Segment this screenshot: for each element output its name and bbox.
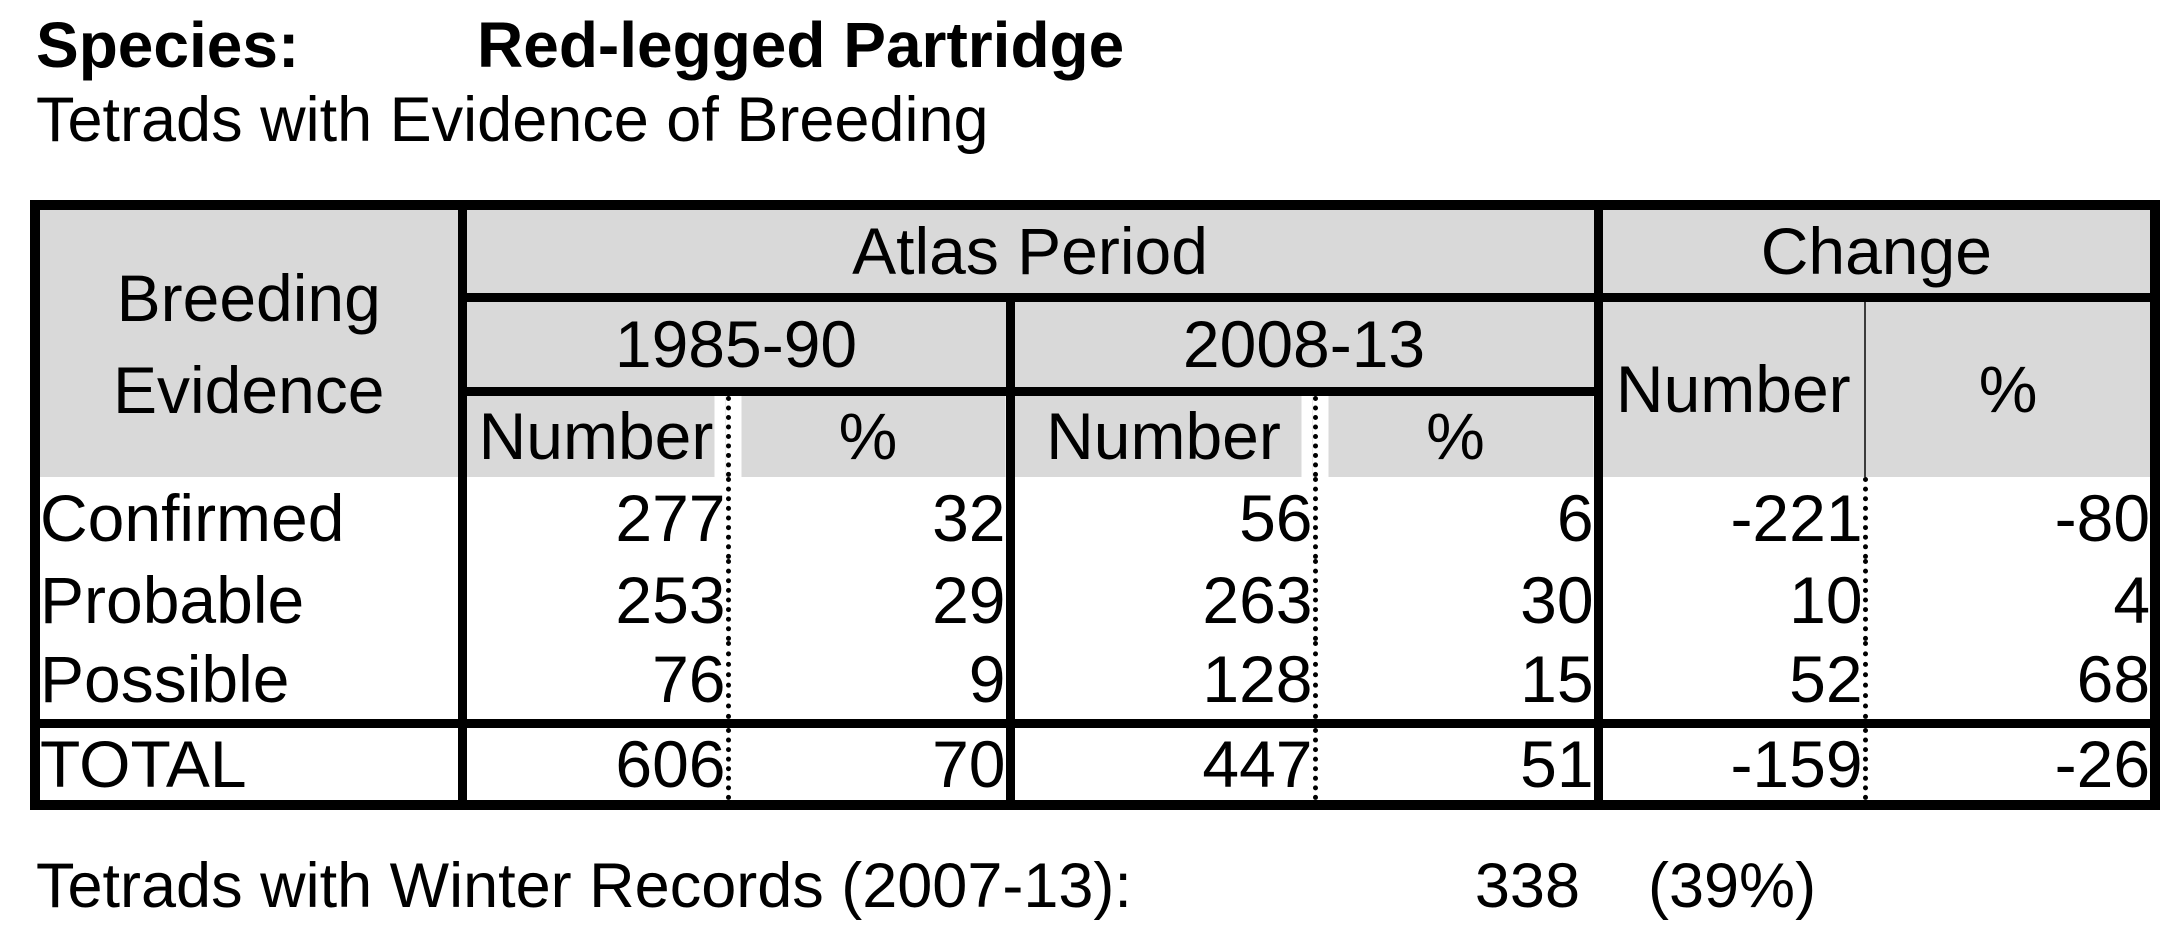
header-p1-number: Number xyxy=(462,391,731,477)
total-cell: 70 xyxy=(728,718,1015,806)
data-cell: 76 xyxy=(462,641,731,723)
table-subtitle: Tetrads with Evidence of Breeding xyxy=(36,85,989,155)
header-period-2008-13: 2008-13 xyxy=(1010,297,1603,396)
data-cell: 6 xyxy=(1315,477,1603,559)
breeding-evidence-table: Breeding Evidence Atlas Period Change 19… xyxy=(30,200,2161,811)
data-cell: 30 xyxy=(1315,559,1603,641)
data-cell: 68 xyxy=(1865,641,2156,723)
row-label: Probable xyxy=(35,559,467,641)
header-change-percent: % xyxy=(1865,297,2156,477)
data-cell: 277 xyxy=(462,477,731,559)
row-label: Possible xyxy=(35,641,467,723)
corner-header-line2: Evidence xyxy=(112,352,385,427)
table-row-probable: Probable 253 29 263 30 10 4 xyxy=(35,559,2156,641)
data-cell: 10 xyxy=(1598,559,1868,641)
header-p2-number: Number xyxy=(1010,391,1318,477)
header-change-number: Number xyxy=(1598,297,1867,477)
total-cell: 606 xyxy=(462,718,731,806)
table-row-total: TOTAL 606 70 447 51 -159 -26 xyxy=(35,718,2156,806)
header-period-1985-90: 1985-90 xyxy=(462,297,1015,396)
data-cell: 56 xyxy=(1010,477,1318,559)
header-change: Change xyxy=(1598,205,2156,302)
total-label: TOTAL xyxy=(35,718,467,806)
data-cell: 4 xyxy=(1865,559,2156,641)
winter-records-percent: (39%) xyxy=(1648,851,1817,921)
species-label: Species: xyxy=(36,9,300,81)
corner-header-breeding-evidence: Breeding Evidence xyxy=(35,205,467,477)
total-cell: -26 xyxy=(1865,718,2156,806)
header-p2-percent: % xyxy=(1315,391,1603,477)
header-atlas-period: Atlas Period xyxy=(462,205,1603,302)
data-cell: 15 xyxy=(1315,641,1603,723)
data-cell: 128 xyxy=(1010,641,1318,723)
data-cell: 9 xyxy=(728,641,1015,723)
data-cell: -80 xyxy=(1865,477,2156,559)
data-cell: -221 xyxy=(1598,477,1868,559)
total-cell: 51 xyxy=(1315,718,1603,806)
header-p1-percent: % xyxy=(728,391,1015,477)
data-cell: 52 xyxy=(1598,641,1868,723)
total-cell: -159 xyxy=(1598,718,1868,806)
species-name: Red-legged Partridge xyxy=(477,9,1125,81)
total-cell: 447 xyxy=(1010,718,1318,806)
winter-records-count: 338 xyxy=(1474,851,1580,921)
table-row-possible: Possible 76 9 128 15 52 68 xyxy=(35,641,2156,723)
data-cell: 32 xyxy=(728,477,1015,559)
data-cell: 29 xyxy=(728,559,1015,641)
table-row-confirmed: Confirmed 277 32 56 6 -221 -80 xyxy=(35,477,2156,559)
corner-header-line1: Breeding xyxy=(116,260,381,335)
row-label: Confirmed xyxy=(35,477,467,559)
data-cell: 253 xyxy=(462,559,731,641)
winter-records-label: Tetrads with Winter Records (2007-13): xyxy=(36,851,1132,921)
data-cell: 263 xyxy=(1010,559,1318,641)
